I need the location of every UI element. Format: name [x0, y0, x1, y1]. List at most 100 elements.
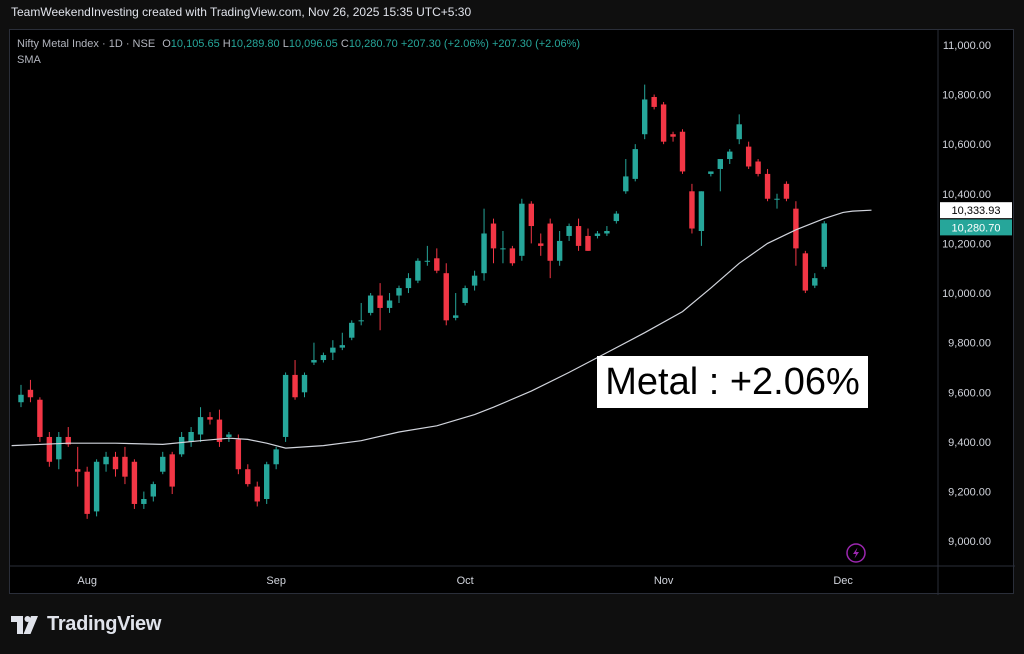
candle — [273, 446, 279, 470]
candle-body — [717, 159, 723, 169]
candle — [594, 231, 601, 239]
candle — [339, 332, 345, 351]
candle-body — [528, 203, 534, 227]
tradingview-wordmark: TradingView — [47, 613, 162, 635]
watermark-caption: TeamWeekendInvesting created with Tradin… — [11, 5, 472, 19]
candle-body — [207, 417, 213, 420]
candle-body — [301, 374, 308, 393]
candle — [188, 427, 194, 447]
candle-body — [443, 273, 449, 321]
symbol-legend[interactable]: Nifty Metal Index · 1D · NSE O10,105.65 … — [17, 38, 580, 50]
candle — [585, 228, 591, 251]
sma-price-tag: 10,333.93 — [940, 202, 1012, 219]
candle — [160, 451, 166, 475]
candle — [547, 218, 553, 279]
candle — [528, 201, 534, 244]
candle — [575, 218, 582, 251]
candle — [481, 208, 487, 281]
lightning-icon-ring — [846, 543, 866, 563]
candle-body — [623, 176, 629, 192]
candle — [651, 94, 657, 110]
candle-body — [349, 322, 355, 338]
candle — [93, 459, 100, 517]
candle — [377, 283, 383, 331]
candle-body — [764, 173, 771, 199]
y-tick-label: 9,400.00 — [948, 437, 991, 449]
candle-body — [339, 345, 345, 348]
candle — [27, 379, 34, 403]
candle — [764, 168, 771, 202]
last-price-tag: 10,280.70 — [940, 219, 1012, 236]
x-tick-label: Nov — [654, 575, 674, 587]
candle-body — [519, 203, 525, 256]
candle — [245, 464, 251, 487]
candle — [708, 171, 714, 177]
candle-body — [160, 456, 166, 472]
candle — [226, 432, 232, 442]
candle-body — [415, 260, 421, 281]
candle — [207, 412, 213, 425]
candle-body — [556, 240, 563, 261]
candle-body — [264, 464, 270, 499]
symbol-name[interactable]: Nifty Metal Index · 1D · NSE — [17, 38, 156, 50]
lightning-icon[interactable] — [846, 543, 866, 563]
candle — [75, 446, 81, 487]
candle — [264, 461, 270, 504]
candle — [783, 181, 790, 202]
y-tick-label: 10,000.00 — [942, 288, 991, 300]
candle-body — [774, 198, 780, 200]
candle — [519, 198, 525, 261]
candle — [509, 245, 516, 266]
candlestick-chart[interactable]: 9,000.00 9,200.00 9,400.00 9,600.00 9,800.00… — [10, 30, 1015, 595]
candle — [424, 245, 431, 266]
candle-body — [358, 320, 364, 322]
candle-body — [434, 258, 440, 271]
candle — [282, 372, 289, 442]
candle — [330, 340, 336, 361]
candle — [490, 218, 497, 264]
candle — [802, 250, 809, 294]
chart-pane[interactable]: 9,000.00 9,200.00 9,400.00 9,600.00 9,800.00… — [9, 29, 1015, 595]
candle-body — [292, 374, 298, 398]
close-value: 10,280.70 — [348, 38, 398, 50]
x-tick-label: Sep — [266, 575, 286, 587]
candle-body — [566, 226, 572, 236]
sma-indicator-label[interactable]: SMA — [17, 54, 41, 66]
x-tick-label: Oct — [457, 575, 474, 587]
candle-body — [396, 288, 402, 296]
candle — [112, 451, 119, 477]
candle — [434, 248, 440, 274]
candle — [500, 231, 506, 264]
candle-body — [689, 191, 695, 229]
candle-body — [651, 97, 657, 107]
candle-body — [141, 499, 147, 504]
candle-body — [235, 439, 242, 470]
candle-body — [575, 226, 582, 246]
candle — [821, 221, 827, 270]
candle — [793, 201, 799, 266]
candle — [349, 320, 355, 341]
candle — [566, 223, 572, 241]
sma-price-tag-text: 10,333.93 — [952, 205, 1001, 217]
candle-body — [245, 469, 251, 485]
y-tick-label: 10,800.00 — [942, 90, 991, 102]
candle — [642, 84, 648, 140]
tradingview-logo-icon — [11, 615, 38, 634]
candle-body — [802, 253, 809, 291]
candle — [538, 233, 544, 256]
x-tick-label: Aug — [77, 575, 97, 587]
candle — [311, 342, 317, 365]
candle — [122, 446, 128, 485]
candle-body — [169, 454, 175, 487]
candle — [812, 273, 818, 289]
candle-body — [311, 360, 317, 363]
sma-line — [11, 209, 872, 449]
candle-body — [197, 417, 204, 435]
candle-body — [538, 243, 544, 246]
candle — [301, 372, 308, 398]
candle-body — [632, 149, 638, 179]
candle — [235, 434, 242, 475]
candle — [774, 193, 780, 209]
candle-body — [273, 449, 279, 465]
y-tick-label: 10,200.00 — [942, 238, 991, 250]
